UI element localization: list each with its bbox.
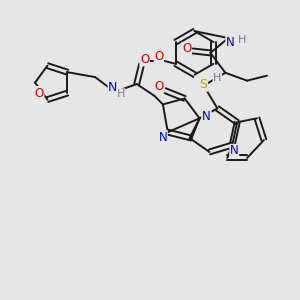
Text: O: O (154, 50, 164, 63)
Text: N: N (202, 110, 211, 123)
Text: N: N (158, 130, 167, 144)
Text: N: N (230, 145, 239, 158)
Text: H: H (117, 89, 125, 99)
Text: S: S (200, 78, 208, 91)
Text: N: N (202, 112, 211, 125)
Text: N: N (108, 80, 118, 94)
Text: O: O (34, 87, 44, 100)
Text: N: N (226, 37, 235, 50)
Text: H: H (213, 73, 222, 83)
Text: H: H (238, 35, 246, 45)
Text: O: O (154, 80, 164, 93)
Text: O: O (140, 53, 149, 66)
Text: O: O (182, 42, 191, 56)
